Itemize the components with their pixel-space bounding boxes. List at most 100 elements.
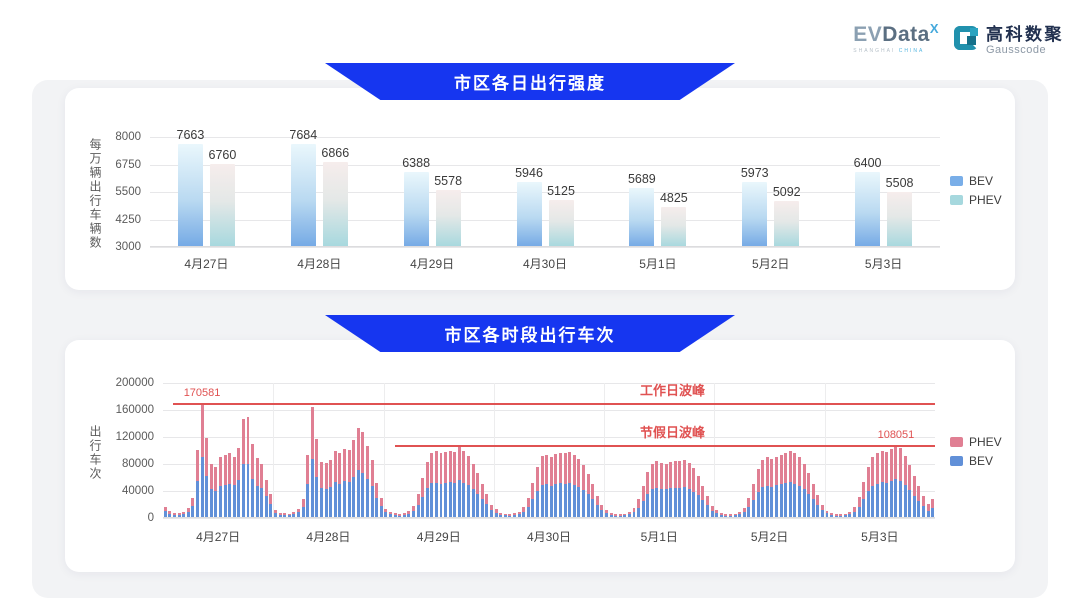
bar-phev: 6760 [209,148,236,247]
stacked-bar [237,447,241,518]
chart1-group: 5973 5092 [714,166,827,247]
stacked-bar [411,505,415,518]
stacked-bar [715,509,719,518]
stacked-segment-phev [522,507,526,512]
stacked-segment-phev [388,511,392,515]
stacked-segment-phev [301,499,305,508]
bar-bev: 5689 [628,172,656,247]
stacked-bar [526,497,530,518]
stacked-segment-bev [899,480,903,518]
stacked-segment-phev [774,456,778,486]
stacked-segment-phev [209,464,213,490]
stacked-segment-bev [839,515,843,518]
stacked-segment-bev [793,483,797,518]
bar-phev: 4825 [660,191,688,247]
chart2-legend: PHEV BEV [950,435,1002,473]
day-separator-line [493,383,495,518]
stacked-segment-phev [715,509,719,514]
stacked-segment-bev [830,515,834,518]
stacked-segment-bev [361,472,365,518]
stacked-segment-phev [871,457,875,486]
stacked-segment-phev [269,494,273,504]
bar-value-label: 6400 [853,156,882,171]
stacked-bar [467,455,471,518]
stacked-bar [591,484,595,518]
stacked-bar [563,453,567,518]
evdata-logo-china: CHINA [898,47,925,54]
stacked-bar [347,449,351,518]
stacked-segment-phev [673,460,677,488]
stacked-segment-bev [871,485,875,518]
stacked-segment-bev [467,485,471,518]
legend-swatch-bev [950,176,963,186]
stacked-segment-bev [338,483,342,518]
stacked-segment-bev [765,485,769,518]
stacked-segment-phev [857,497,861,507]
stacked-segment-bev [820,509,824,518]
stacked-segment-bev [223,484,227,518]
bar-phev: 5578 [434,174,462,247]
stacked-bar [862,481,866,518]
stacked-bar [536,467,539,518]
stacked-segment-phev [375,482,379,498]
gridline [150,247,940,248]
stacked-segment-phev [807,473,811,494]
bar-phev: 5092 [773,185,801,247]
stacked-segment-phev [430,452,434,484]
stacked-bar [480,483,484,518]
stacked-segment-phev [701,485,705,501]
stacked-segment-phev [922,495,925,507]
stacked-bar [604,509,608,518]
stacked-segment-phev [223,455,227,485]
chart1-group: 5689 4825 [601,172,714,247]
stacked-segment-phev [903,455,907,486]
stacked-segment-bev [255,485,259,518]
stacked-bar [894,445,898,518]
stacked-segment-phev [425,462,429,489]
y-tick-label: 40000 [122,485,154,497]
stacked-segment-phev [260,464,264,489]
stacked-segment-bev [522,511,526,518]
stacked-bar [402,513,406,518]
stacked-segment-bev [499,514,503,518]
stacked-bar [241,419,245,518]
stacked-segment-bev [609,514,613,518]
stacked-segment-bev [430,483,434,518]
legend-swatch-phev [950,195,963,205]
stacked-bar [430,452,434,518]
stacked-segment-bev [756,492,760,518]
stacked-segment-phev [724,513,728,516]
y-tick-label: 6750 [115,158,141,171]
stacked-segment-phev [655,461,659,488]
stacked-bar [315,439,319,518]
stacked-segment-bev [508,515,512,518]
stacked-segment-bev [480,499,484,518]
stacked-segment-bev [655,487,659,518]
bar-phev: 5508 [886,176,913,247]
stacked-bar [513,513,517,518]
stacked-bar [889,449,893,518]
stacked-segment-phev [894,445,898,480]
bar-bev: 6400 [854,156,881,247]
stacked-segment-bev [425,488,429,518]
chart1-group: 6388 5578 [376,156,489,247]
stacked-segment-bev [343,481,346,518]
gridline [150,137,940,138]
stacked-bar [729,514,732,518]
gridline [163,491,935,492]
stacked-segment-phev [788,450,792,483]
stacked-bar [260,464,264,518]
stacked-segment-bev [876,483,880,518]
stacked-segment-phev [917,486,921,502]
stacked-segment-phev [356,428,360,470]
stacked-segment-bev [182,514,186,518]
stacked-segment-phev [536,467,539,492]
stacked-bar [646,472,650,518]
stacked-segment-bev [825,513,829,518]
y-tick-label: 3000 [115,241,141,253]
stacked-bar [692,468,696,518]
stacked-bar [683,459,687,518]
stacked-segment-bev [595,505,599,518]
stacked-bar [545,454,549,518]
stacked-bar [177,513,181,518]
